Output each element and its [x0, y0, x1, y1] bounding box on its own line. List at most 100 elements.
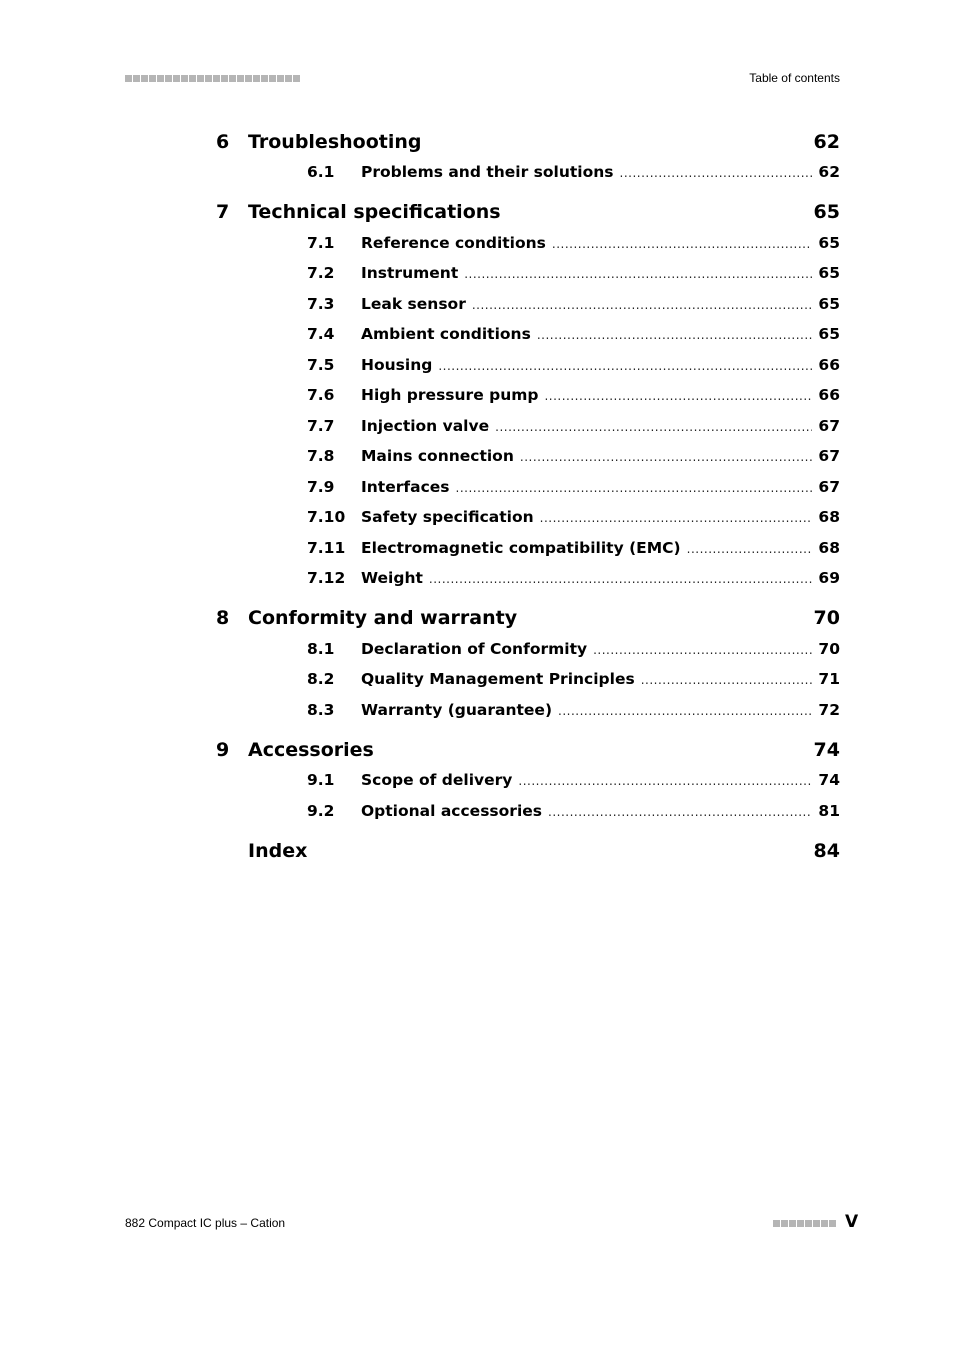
toc-page[interactable]: 69 — [818, 569, 840, 587]
toc-page[interactable]: 81 — [818, 802, 840, 820]
dot-leader: ........................................… — [593, 643, 812, 657]
toc-title[interactable]: Weight — [361, 569, 423, 587]
dot-leader: ........................................… — [539, 511, 813, 525]
toc-page[interactable]: 65 — [813, 201, 840, 223]
toc-title[interactable]: Technical specifications — [248, 201, 501, 223]
toc-number: 7.2 — [307, 264, 335, 282]
header-decoration — [125, 75, 300, 82]
toc-number: 7.9 — [307, 478, 335, 496]
square — [285, 75, 292, 82]
toc-number: 7 — [216, 201, 230, 223]
toc-number: 7.1 — [307, 234, 335, 252]
dot-leader: ........................................… — [428, 572, 813, 586]
toc-title[interactable]: Conformity and warranty — [248, 607, 518, 629]
square — [229, 75, 236, 82]
square — [165, 75, 172, 82]
square — [181, 75, 188, 82]
square — [173, 75, 180, 82]
toc-number: 7.3 — [307, 295, 335, 313]
toc-number: 7.11 — [307, 539, 346, 557]
dot-leader: ........................................… — [519, 450, 813, 464]
toc-number: 9.2 — [307, 802, 335, 820]
toc-page[interactable]: 71 — [818, 670, 840, 688]
toc-title[interactable]: Warranty (guarantee) — [361, 701, 553, 719]
dot-leader: ........................................… — [438, 359, 813, 373]
dot-leader: ........................................… — [558, 704, 813, 718]
toc-page[interactable]: 66 — [818, 386, 840, 404]
toc-page[interactable]: 62 — [813, 131, 840, 153]
footer-product-name: 882 Compact IC plus – Cation — [125, 1216, 286, 1230]
toc-page[interactable]: 70 — [818, 640, 840, 658]
toc-page[interactable]: 70 — [813, 607, 840, 629]
square — [149, 75, 156, 82]
toc-title[interactable]: Scope of delivery — [361, 771, 513, 789]
toc-page[interactable]: 67 — [818, 447, 840, 465]
square — [261, 75, 268, 82]
dot-leader: ........................................… — [686, 542, 813, 556]
toc-number: 7.8 — [307, 447, 335, 465]
dot-leader: ........................................… — [464, 267, 813, 281]
toc-title[interactable]: Quality Management Principles — [361, 670, 635, 688]
square — [821, 1220, 828, 1227]
toc-page[interactable]: 65 — [818, 295, 840, 313]
toc-title[interactable]: Problems and their solutions — [361, 163, 614, 181]
page-number: V — [845, 1212, 859, 1232]
toc-page[interactable]: 67 — [818, 478, 840, 496]
square — [237, 75, 244, 82]
toc-page[interactable]: 74 — [818, 771, 840, 789]
toc-title[interactable]: Interfaces — [361, 478, 450, 496]
square — [813, 1220, 820, 1227]
square — [773, 1220, 780, 1227]
toc-title[interactable]: Troubleshooting — [248, 131, 422, 153]
toc-page[interactable]: 72 — [818, 701, 840, 719]
toc-number: 7.10 — [307, 508, 346, 526]
running-header: Table of contents — [749, 71, 840, 85]
dot-leader: ........................................… — [640, 673, 813, 687]
toc-number: 6.1 — [307, 163, 335, 181]
toc-title[interactable]: Leak sensor — [361, 295, 466, 313]
square — [141, 75, 148, 82]
dot-leader: ........................................… — [495, 420, 813, 434]
toc-title[interactable]: Injection valve — [361, 417, 490, 435]
square — [205, 75, 212, 82]
toc-page[interactable]: 65 — [818, 264, 840, 282]
toc-page[interactable]: 68 — [818, 539, 840, 557]
toc-page[interactable]: 74 — [813, 739, 840, 761]
toc-title[interactable]: Instrument — [361, 264, 459, 282]
toc-number: 9.1 — [307, 771, 335, 789]
square — [277, 75, 284, 82]
square — [133, 75, 140, 82]
toc-title[interactable]: Reference conditions — [361, 234, 546, 252]
toc-title[interactable]: High pressure pump — [361, 386, 539, 404]
toc-page[interactable]: 65 — [818, 325, 840, 343]
square — [213, 75, 220, 82]
toc-title[interactable]: Index — [248, 840, 308, 862]
toc-title[interactable]: Ambient conditions — [361, 325, 531, 343]
square — [125, 75, 132, 82]
toc-title[interactable]: Electromagnetic compatibility (EMC) — [361, 539, 681, 557]
dot-leader: ........................................… — [548, 805, 813, 819]
toc-title[interactable]: Optional accessories — [361, 802, 542, 820]
toc-page[interactable]: 62 — [818, 163, 840, 181]
dot-leader: ........................................… — [455, 481, 813, 495]
toc-page[interactable]: 66 — [818, 356, 840, 374]
dot-leader: ........................................… — [518, 774, 812, 788]
toc-number: 6 — [216, 131, 230, 153]
square — [269, 75, 276, 82]
toc-page[interactable]: 68 — [818, 508, 840, 526]
toc-title[interactable]: Declaration of Conformity — [361, 640, 588, 658]
square — [197, 75, 204, 82]
square — [189, 75, 196, 82]
square — [781, 1220, 788, 1227]
dot-leader: ........................................… — [551, 237, 813, 251]
toc-title[interactable]: Housing — [361, 356, 433, 374]
toc-title[interactable]: Accessories — [248, 739, 374, 761]
dot-leader: ........................................… — [536, 328, 813, 342]
toc-title[interactable]: Mains connection — [361, 447, 514, 465]
toc-page[interactable]: 84 — [813, 840, 840, 862]
toc-page[interactable]: 65 — [818, 234, 840, 252]
toc-title[interactable]: Safety specification — [361, 508, 534, 526]
toc-number: 8.3 — [307, 701, 335, 719]
square — [805, 1220, 812, 1227]
toc-page[interactable]: 67 — [818, 417, 840, 435]
